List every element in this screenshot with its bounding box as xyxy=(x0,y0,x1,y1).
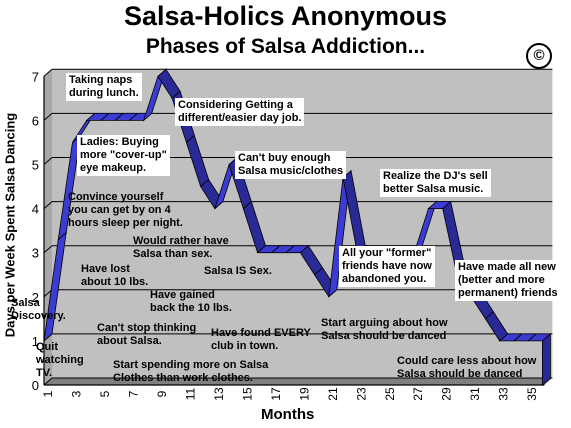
x-tick-label: 11 xyxy=(183,387,197,400)
x-tick-label: 33 xyxy=(497,387,511,401)
annotation-label: Start spending more on Salsa Clothes tha… xyxy=(113,359,269,384)
annotation-label: Have lost about 10 lbs. xyxy=(81,263,149,288)
chart-subtitle: Phases of Salsa Addiction... xyxy=(145,35,426,58)
annotation-label: Ladies: Buying more "cover-up" eye makeu… xyxy=(77,135,170,176)
annotation-label: Salsa IS Sex. xyxy=(204,265,272,277)
x-axis-label: Months xyxy=(261,406,315,423)
annotation-label: Have found EVERY club in town. xyxy=(211,327,311,352)
annotation-label: Salsa Discovery. xyxy=(11,297,66,322)
annotation-label: Start arguing about how Salsa should be … xyxy=(321,317,448,342)
y-tick-label: 4 xyxy=(32,202,39,217)
x-tick-label: 23 xyxy=(354,387,368,401)
x-tick-label: 25 xyxy=(383,387,397,401)
annotation-label: Can't stop thinking about Salsa. xyxy=(97,322,197,347)
x-tick-label: 27 xyxy=(411,387,425,401)
copyright-icon: © xyxy=(526,43,552,69)
axes xyxy=(43,76,545,386)
x-tick-label: 35 xyxy=(525,387,539,401)
gridline-diagonal xyxy=(43,377,53,386)
x-tick-label: 15 xyxy=(240,387,254,401)
annotation-label: All your "former" friends have now aband… xyxy=(339,246,435,287)
annotation-label: Have made all new (better and more perma… xyxy=(455,260,561,301)
y-tick-label: 7 xyxy=(32,69,39,84)
chart-title: Salsa-Holics Anonymous xyxy=(123,1,448,31)
y-tick-labels: 0 1 2 3 4 5 6 7 xyxy=(32,69,39,393)
y-tick-label: 3 xyxy=(32,246,39,261)
x-tick-labels: 1 3 5 7 9 11 13 15 17 19 21 23 25 27 29 31 33 35 xyxy=(41,387,539,401)
annotation-label: Convince yourself you can get by on 4 ho… xyxy=(68,191,183,229)
x-tick-label: 21 xyxy=(326,387,340,401)
annotation-label: Taking naps during lunch. xyxy=(66,73,142,101)
gridline-diagonal xyxy=(43,245,53,254)
gridline-diagonal xyxy=(43,201,53,209)
gridline-diagonal xyxy=(43,157,53,165)
x-tick-label: 3 xyxy=(69,390,83,397)
x-tick-label: 5 xyxy=(98,390,112,397)
y-tick-label: 6 xyxy=(32,113,39,128)
y-axis-label-container: Days per Week Spent Salsa Dancing xyxy=(0,70,20,380)
gridline-diagonal xyxy=(43,113,53,121)
annotation-label: Realize the DJ's sell better Salsa music… xyxy=(380,169,491,197)
x-tick-label: 13 xyxy=(212,387,226,401)
x-tick-label: 9 xyxy=(155,390,169,397)
ribbon-end xyxy=(542,333,551,386)
x-tick-label: 1 xyxy=(41,390,55,397)
data-ribbon xyxy=(43,68,552,386)
plot-walls xyxy=(44,69,553,386)
x-tick-label: 31 xyxy=(468,387,482,401)
x-tick-label: 29 xyxy=(440,387,454,401)
y-tick-label: 0 xyxy=(32,378,39,393)
annotation-label: Can't buy enough Salsa music/clothes xyxy=(235,151,347,179)
annotation-label: Could care less about how Salsa should b… xyxy=(397,355,537,380)
annotation-label: Have gained back the 10 lbs. xyxy=(150,289,232,314)
x-tick-label: 19 xyxy=(297,387,311,401)
y-tick-label: 5 xyxy=(32,158,39,173)
gridline-diagonal xyxy=(43,68,53,77)
annotation-label: Quit watching TV. xyxy=(36,341,84,379)
y-tick-label: 2 xyxy=(32,290,39,305)
annotation-label: Would rather have Salsa than sex. xyxy=(133,235,229,260)
x-tick-label: 17 xyxy=(269,387,283,401)
floor xyxy=(44,378,553,385)
back-wall xyxy=(52,69,553,379)
y-tick-label: 1 xyxy=(32,334,39,349)
annotation-label: Considering Getting a different/easier d… xyxy=(175,98,305,126)
x-tick-label: 7 xyxy=(126,390,140,397)
